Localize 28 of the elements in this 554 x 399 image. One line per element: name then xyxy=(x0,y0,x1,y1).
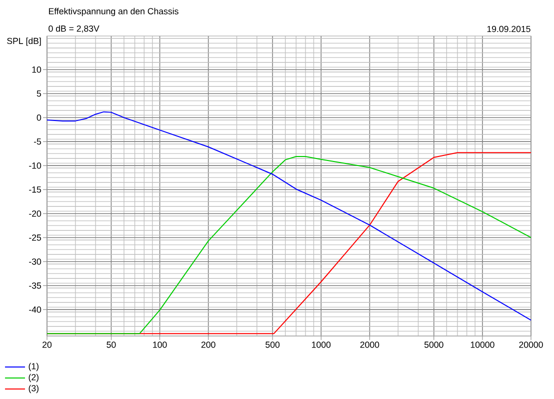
legend-label: (3) xyxy=(28,384,38,394)
x-tick-label: 10000 xyxy=(470,342,494,348)
y-tick-label: -5 xyxy=(34,138,42,145)
y-tick-label: 10 xyxy=(32,66,42,73)
y-tick-label: -40 xyxy=(29,306,42,313)
legend-label: (2) xyxy=(28,374,38,382)
y-tick-label: -25 xyxy=(29,234,42,241)
legend-label: (1) xyxy=(28,362,38,372)
y-tick-label: -15 xyxy=(29,186,42,193)
x-tick-label: 100 xyxy=(153,342,167,348)
y-tick-label: -35 xyxy=(29,282,42,289)
x-tick-label: 1000 xyxy=(312,342,331,348)
y-tick-label: 5 xyxy=(36,90,42,97)
x-tick-label: 200 xyxy=(201,342,216,348)
x-tick-label: 5000 xyxy=(424,342,444,348)
x-tick-label: 20000 xyxy=(519,342,543,348)
y-tick-label: -30 xyxy=(29,258,42,265)
y-tick-label: -20 xyxy=(29,210,42,217)
x-tick-label: 500 xyxy=(266,342,280,348)
x-tick-label: 2000 xyxy=(360,342,380,348)
x-tick-label: 50 xyxy=(106,342,116,348)
chart-subtitle: 0 dB = 2,83V xyxy=(48,25,100,33)
chart-title: Effektivspannung an den Chassis xyxy=(49,8,178,16)
x-tick-label: 20 xyxy=(42,342,52,348)
y-tick-label: 0 xyxy=(36,114,42,121)
y-tick-label: -10 xyxy=(29,162,42,169)
y-axis-title: SPL [dB] xyxy=(7,38,41,46)
text: 19.09.2015 xyxy=(487,26,530,32)
